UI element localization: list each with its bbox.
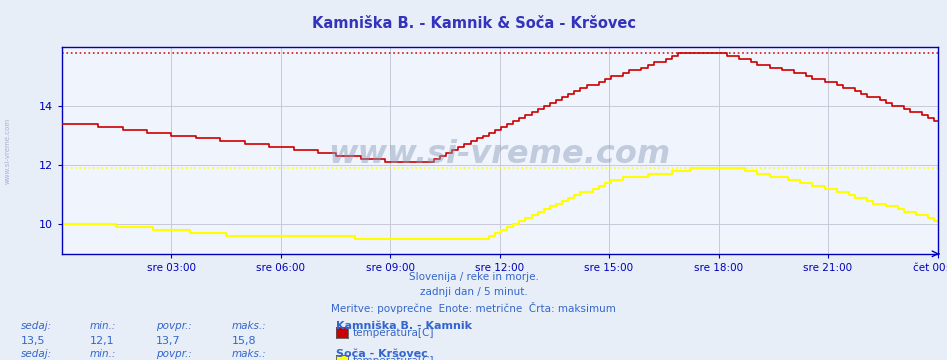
Text: povpr.:: povpr.: (156, 321, 192, 331)
Text: min.:: min.: (90, 321, 116, 331)
Text: sedaj:: sedaj: (21, 321, 52, 331)
Text: 13,5: 13,5 (21, 336, 45, 346)
Text: maks.:: maks.: (232, 321, 267, 331)
Text: 12,1: 12,1 (90, 336, 115, 346)
Text: povpr.:: povpr.: (156, 349, 192, 359)
Text: Kamniška B. - Kamnik & Soča - Kršovec: Kamniška B. - Kamnik & Soča - Kršovec (312, 16, 635, 31)
Text: Soča - Kršovec: Soča - Kršovec (336, 349, 428, 359)
Text: 13,7: 13,7 (156, 336, 181, 346)
Text: maks.:: maks.: (232, 349, 267, 359)
Text: zadnji dan / 5 minut.: zadnji dan / 5 minut. (420, 287, 527, 297)
Text: Kamniška B. - Kamnik: Kamniška B. - Kamnik (336, 321, 473, 331)
Text: www.si-vreme.com: www.si-vreme.com (5, 118, 10, 184)
Text: 15,8: 15,8 (232, 336, 257, 346)
Text: Slovenija / reke in morje.: Slovenija / reke in morje. (408, 272, 539, 282)
Text: sedaj:: sedaj: (21, 349, 52, 359)
Text: temperatura[C]: temperatura[C] (352, 356, 434, 360)
Text: min.:: min.: (90, 349, 116, 359)
Text: www.si-vreme.com: www.si-vreme.com (329, 139, 670, 170)
Text: Meritve: povprečne  Enote: metrične  Črta: maksimum: Meritve: povprečne Enote: metrične Črta:… (331, 302, 616, 314)
Text: temperatura[C]: temperatura[C] (352, 328, 434, 338)
